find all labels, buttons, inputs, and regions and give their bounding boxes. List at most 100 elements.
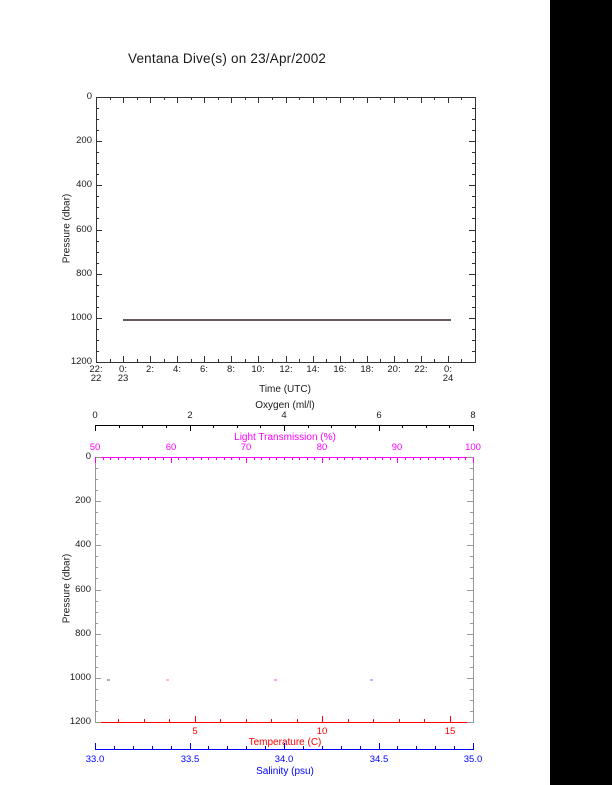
time-axis-minor-tick [326,97,327,100]
pressure-axis-major-tick [467,501,473,502]
time-axis-minor-tick [272,359,273,362]
pressure-axis-minor-tick [470,656,473,657]
time-tick-day-label: 24 [442,373,454,384]
time-tick-hour-label: 10: [251,364,265,375]
time-axis-major-tick [96,97,97,103]
salinity-axis-line [95,749,474,750]
salinity-minor-tick [152,746,153,749]
time-axis-major-tick [421,356,422,362]
light-transmission-minor-tick [239,457,240,460]
oxygen-axis-minor-tick [308,425,309,428]
salinity-minor-tick [397,746,398,749]
pressure-axis-minor-tick [95,534,98,535]
pressure-axis-major-tick [469,318,475,319]
time-axis-minor-tick [461,97,462,100]
light-transmission-minor-tick [148,457,149,460]
light-transmission-minor-tick [261,457,262,460]
oxygen-axis-minor-tick [449,425,450,428]
pressure-axis-minor-tick [96,296,99,297]
oxygen-axis-minor-tick [237,425,238,428]
light-transmission-minor-tick [405,457,406,460]
light-transmission-major-tick [473,457,474,463]
temperature-minor-tick [220,719,221,722]
time-axis-minor-tick [164,97,165,100]
pressure-axis-minor-tick [95,523,98,524]
time-axis-minor-tick [461,359,462,362]
pressure-axis-minor-tick [470,612,473,613]
light-transmission-major-tick [397,457,398,463]
pressure-tick-label: 400 [76,179,92,190]
light-transmission-minor-tick [307,457,308,460]
salinity-major-tick [95,743,96,749]
temperature-major-tick [322,716,323,722]
pressure-axis-major-tick [467,678,473,679]
oxygen-axis-minor-tick [402,425,403,428]
data-point-oxygen [107,679,110,681]
time-axis-minor-tick [353,359,354,362]
time-axis-minor-tick [407,359,408,362]
temperature-minor-tick [424,719,425,722]
light-transmission-minor-tick [163,457,164,460]
pressure-axis-major-tick [95,457,101,458]
pressure-axis-minor-tick [96,163,99,164]
light-transmission-minor-tick [428,457,429,460]
pressure-axis-minor-tick [470,468,473,469]
time-axis-major-tick [96,356,97,362]
pressure-axis-minor-tick [95,667,98,668]
time-axis-minor-tick [245,97,246,100]
time-axis-minor-tick [434,359,435,362]
temperature-minor-tick [271,719,272,722]
time-axis-major-tick [231,97,232,103]
pressure-tick-label: 0 [86,91,92,102]
light-transmission-minor-tick [110,457,111,460]
pressure-axis-minor-tick [472,218,475,219]
salinity-minor-tick [303,746,304,749]
time-axis-major-tick [204,356,205,362]
pressure-axis-minor-tick [472,340,475,341]
pressure-axis-minor-tick [472,351,475,352]
pressure-tick-label: 1000 [70,312,92,323]
temperature-minor-tick [246,719,247,722]
time-axis-minor-tick [380,97,381,100]
temperature-minor-tick [399,719,400,722]
time-axis-major-tick [421,97,422,103]
time-axis-minor-tick [299,97,300,100]
light-transmission-minor-tick [193,457,194,460]
pressure-axis-minor-tick [470,556,473,557]
pressure-axis-minor-tick [470,689,473,690]
pressure-axis-minor-tick [470,567,473,568]
salinity-minor-tick [435,746,436,749]
pressure-axis-minor-tick [95,556,98,557]
time-axis-major-tick [286,356,287,362]
time-axis-minor-tick [164,359,165,362]
time-axis-major-tick [313,97,314,103]
light-transmission-minor-tick [216,457,217,460]
pressure-axis-major-tick [469,362,475,363]
light-transmission-minor-tick [292,457,293,460]
temperature-major-tick [450,716,451,722]
time-axis-minor-tick [110,359,111,362]
time-axis-minor-tick [299,359,300,362]
salinity-axis-label: Salinity (psu) [256,766,314,777]
salinity-tick-label: 34.5 [369,754,389,765]
salinity-tick-label: 34.0 [274,754,294,765]
light-transmission-minor-tick [413,457,414,460]
time-axis-minor-tick [218,359,219,362]
pressure-axis-minor-tick [95,512,98,513]
oxygen-axis-minor-tick [426,425,427,428]
pressure-axis-minor-tick [96,218,99,219]
time-tick-hour-label: 4: [173,364,181,375]
light-transmission-minor-tick [375,457,376,460]
pressure-axis-minor-tick [96,307,99,308]
pressure-axis-major-tick [467,457,473,458]
pressure-axis-minor-tick [470,667,473,668]
time-axis-minor-tick [272,97,273,100]
pressure-axis-minor-tick [96,152,99,153]
pressure-axis-minor-tick [95,700,98,701]
pressure-axis-minor-tick [95,567,98,568]
oxygen-axis-major-tick [473,425,474,431]
profile-frame-bottom-temperature [95,722,474,723]
time-tick-hour-label: 0: [119,364,127,375]
light-transmission-minor-tick [125,457,126,460]
